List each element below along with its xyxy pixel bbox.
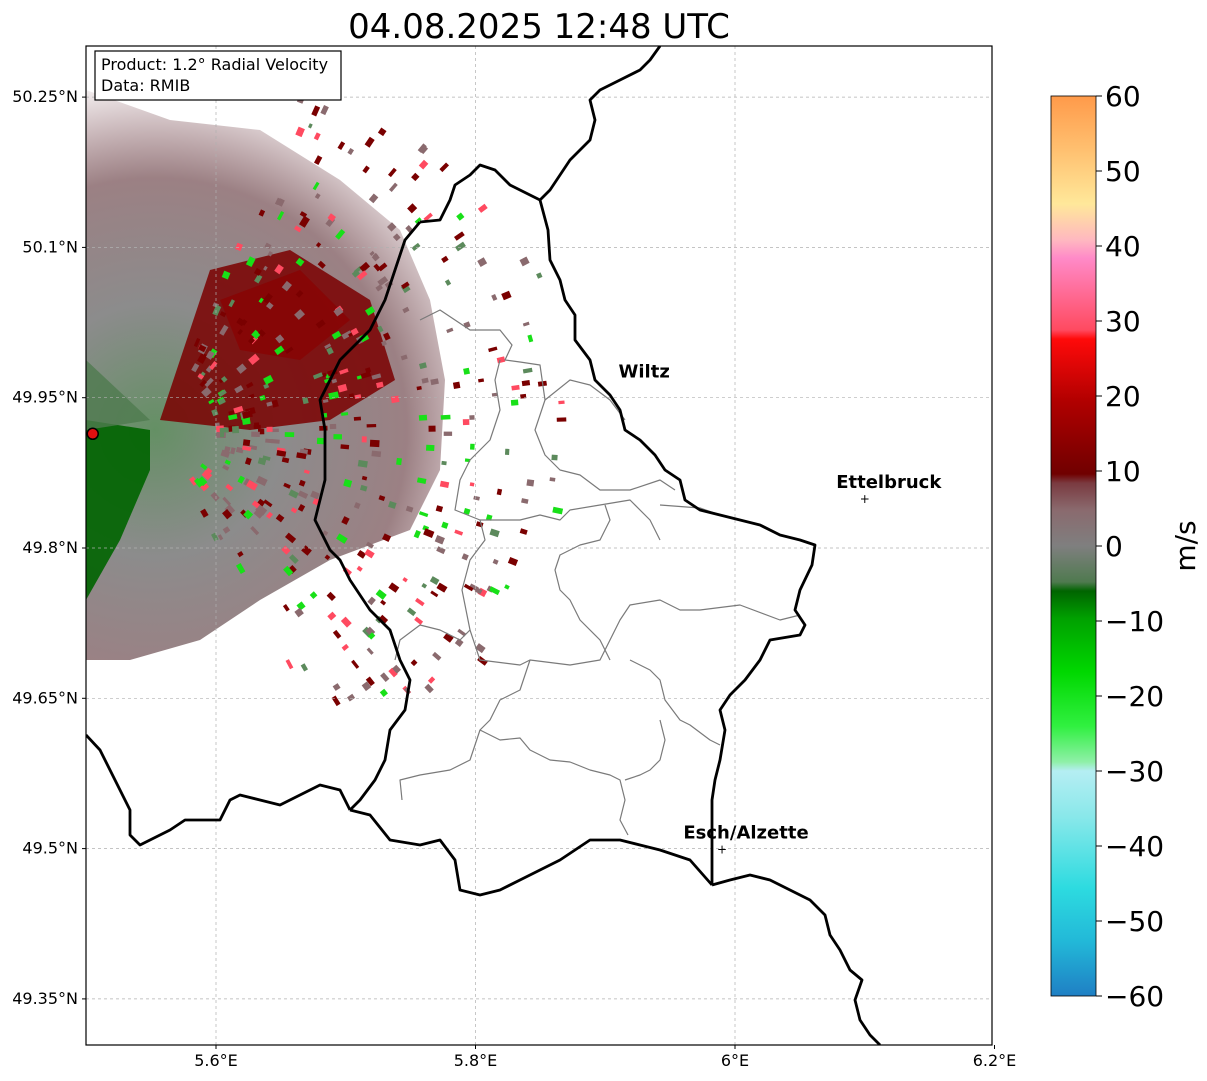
- national-borders: [86, 46, 881, 1045]
- city-label: Esch/Alzette: [683, 823, 808, 844]
- lat-tick-label: 49.5°N: [22, 839, 78, 858]
- chart-title: 04.08.2025 12:48 UTC: [348, 7, 730, 47]
- lon-tick-labels: 5.6°E5.8°E6°E6.2°E6.4°E6.6°E: [194, 1045, 1017, 1070]
- belgium-germany-border: [539, 46, 662, 201]
- lon-tick-label: 5.8°E: [454, 1051, 498, 1070]
- colorbar-tick-label: 30: [1105, 305, 1141, 338]
- colorbar-ramp: [1050, 95, 1097, 997]
- colorbar-tick-label: −30: [1105, 755, 1164, 788]
- colorbar-tick-label: −60: [1105, 980, 1164, 1013]
- radar-echo-field: [86, 90, 567, 707]
- belgium-france-border: [86, 734, 352, 847]
- city-marker: +: [1002, 715, 1012, 729]
- colorbar-tick-label: 50: [1105, 155, 1141, 188]
- luxembourg-west-border: [313, 221, 422, 811]
- city-label: Ettelbruck: [836, 472, 942, 493]
- lon-tick-label: 5.6°E: [194, 1051, 238, 1070]
- luxembourg-france-border: [349, 808, 714, 897]
- info-box: Product: 1.2° Radial Velocity Data: RMIB: [94, 50, 342, 101]
- city-labels: Wiltz+Ettelbruck+Findel+Esch/Alzette: [619, 362, 1012, 857]
- luxembourg-belgium-border: [419, 163, 817, 885]
- colorbar-tick-label: −50: [1105, 905, 1164, 938]
- info-product: Product: 1.2° Radial Velocity: [101, 55, 328, 74]
- lat-tick-labels: 50.25°N 50.1°N 49.95°N 49.8°N 49.65°N 49.5°N 4…: [12, 87, 86, 1008]
- city-marker: +: [717, 843, 727, 857]
- colorbar-tick-label: 40: [1105, 230, 1141, 263]
- city-marker: +: [860, 492, 870, 506]
- colorbar-tick-label: 10: [1105, 455, 1141, 488]
- lat-tick-label: 49.95°N: [12, 388, 78, 407]
- city-label: Wiltz: [619, 362, 670, 383]
- radar-site-marker: [86, 427, 99, 441]
- colorbar-tick-label: −10: [1105, 605, 1164, 638]
- colorbar-tick-label: 60: [1105, 80, 1141, 113]
- lon-tick-label: 6.2°E: [973, 1051, 1017, 1070]
- lon-tick-label: 6°E: [721, 1051, 749, 1070]
- colorbar-tick-label: −40: [1105, 830, 1164, 863]
- colorbar-tick-label: 0: [1105, 530, 1123, 563]
- map-area: Wiltz+Ettelbruck+Findel+Esch/Alzette: [86, 46, 1012, 1045]
- lat-tick-label: 50.25°N: [12, 87, 78, 106]
- germany-france-border: [711, 873, 881, 1045]
- graticule: [86, 46, 992, 1045]
- map-frame: [85, 45, 993, 1046]
- colorbar-tick-label: −20: [1105, 680, 1164, 713]
- lat-tick-label: 49.65°N: [12, 688, 78, 707]
- canton-borders: [394, 309, 801, 836]
- lat-tick-label: 49.8°N: [22, 538, 78, 557]
- colorbar-tick-label: 20: [1105, 380, 1141, 413]
- lat-tick-label: 49.35°N: [12, 989, 78, 1008]
- inbound-velocity-region: [86, 420, 150, 600]
- colorbar: 60 50 40 30 20 10 0 −10 −20 −30 −40 −50 −60 m/s: [1050, 80, 1202, 1013]
- info-data-source: Data: RMIB: [101, 76, 190, 95]
- lat-tick-label: 50.1°N: [22, 237, 78, 256]
- colorbar-label: m/s: [1169, 520, 1202, 571]
